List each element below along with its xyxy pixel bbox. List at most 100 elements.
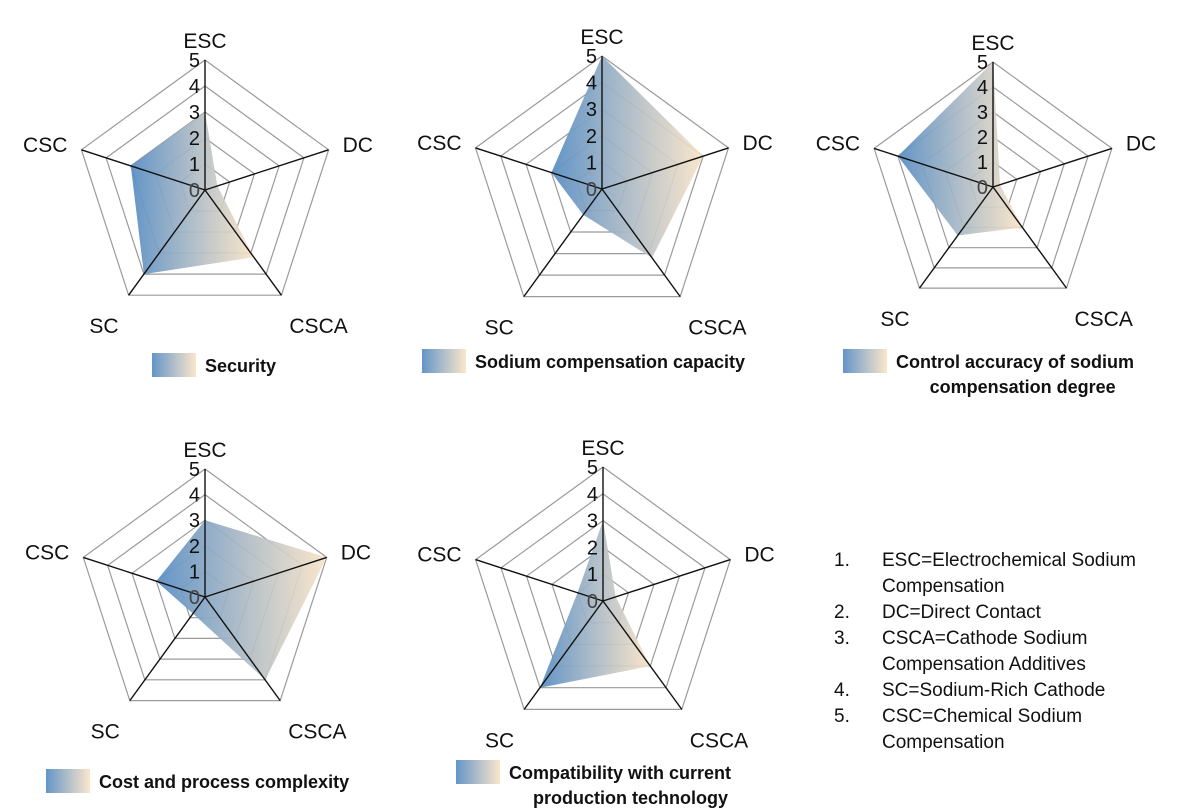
note-number: 5. — [834, 706, 850, 727]
tick-label: 1 — [977, 152, 988, 174]
tick-label: 5 — [587, 457, 598, 479]
note-text: ESC=Electrochemical Sodium Compensation — [882, 550, 1136, 597]
grid-ring — [80, 59, 330, 296]
axis-spoke — [602, 600, 683, 710]
axis-spoke — [475, 147, 603, 190]
tick-label: 5 — [977, 52, 988, 74]
legend: Control accuracy of sodium compensation d… — [843, 349, 1134, 397]
series-area — [156, 520, 327, 680]
tick-label: 2 — [587, 537, 598, 559]
axis-spoke — [204, 556, 327, 598]
tick-label: 4 — [587, 484, 598, 506]
legend-label: compensation degree — [930, 377, 1116, 397]
axis-spoke — [523, 188, 603, 298]
tick-label: 3 — [189, 510, 200, 532]
axis-label: SC — [89, 315, 118, 338]
tick-label: 1 — [587, 564, 598, 586]
axis-label: SC — [880, 308, 909, 331]
axis-spoke — [601, 147, 729, 190]
axis-label: CSCA — [1075, 308, 1133, 331]
legend-label: production technology — [533, 788, 728, 808]
grid-ring — [474, 55, 730, 298]
axis-spoke — [81, 149, 206, 191]
axis-label: ESC — [183, 439, 226, 462]
series-area — [897, 62, 1023, 236]
legend-label: Cost and process complexity — [99, 772, 349, 792]
legend-swatch — [843, 349, 887, 373]
tick-label: 1 — [189, 154, 200, 176]
legend-swatch — [456, 760, 500, 784]
axis-label: CSC — [25, 541, 69, 564]
tick-label: 3 — [189, 102, 200, 124]
series-area — [540, 520, 651, 688]
axis-label: DC — [341, 541, 371, 564]
legend-swatch — [46, 769, 90, 793]
axis-spoke — [129, 596, 206, 702]
axis-label: ESC — [183, 30, 226, 53]
axis-label: CSCA — [288, 721, 346, 744]
axis-label: ESC — [580, 26, 623, 49]
tick-label: 3 — [587, 511, 598, 533]
legend: Sodium compensation capacity — [422, 349, 745, 373]
axis-label: SC — [91, 721, 120, 744]
axis-spoke — [992, 147, 1113, 188]
note-item: 2. DC=Direct Contact — [834, 600, 1179, 626]
tick-label: 0 — [189, 180, 200, 202]
legend-label: Security — [205, 356, 276, 376]
axis-label: DC — [744, 544, 774, 567]
axis-label: CSCA — [690, 729, 748, 752]
tick-label: 0 — [586, 179, 597, 201]
axis-label: CSC — [23, 134, 67, 157]
tick-label: 5 — [586, 46, 597, 68]
axis-spoke — [128, 189, 206, 296]
axis-spoke — [204, 189, 282, 296]
axis-label: CSCA — [289, 315, 347, 338]
legend: Cost and process complexity — [46, 769, 349, 793]
axis-label: CSCA — [688, 317, 746, 340]
tick-label: 0 — [977, 177, 988, 199]
tick-label: 2 — [977, 127, 988, 149]
note-text: CSC=Chemical Sodium Compensation — [882, 706, 1083, 753]
axis-label: ESC — [971, 32, 1014, 55]
note-text: DC=Direct Contact — [882, 602, 1041, 623]
legend-label: Control accuracy of sodium — [896, 352, 1134, 372]
tick-label: 1 — [586, 152, 597, 174]
abbreviation-notes: 1. ESC=Electrochemical Sodium Compensati… — [834, 548, 1179, 756]
tick-label: 4 — [977, 77, 988, 99]
legend-swatch — [422, 349, 466, 373]
legend-swatch — [152, 353, 196, 377]
tick-label: 2 — [189, 128, 200, 150]
axis-spoke — [204, 149, 329, 191]
tick-label: 4 — [189, 485, 200, 507]
tick-label: 4 — [189, 76, 200, 98]
tick-label: 3 — [586, 99, 597, 121]
grid-ring — [474, 466, 732, 711]
legend-label: Sodium compensation capacity — [475, 352, 745, 372]
axis-label: SC — [485, 729, 514, 752]
grid-ring — [105, 85, 305, 275]
tick-label: 2 — [586, 126, 597, 148]
axis-spoke — [602, 558, 731, 602]
legend-label: Compatibility with current — [509, 763, 731, 783]
axis-label: SC — [485, 317, 514, 340]
tick-label: 0 — [189, 587, 200, 609]
tick-label: 5 — [189, 459, 200, 481]
tick-label: 3 — [977, 102, 988, 124]
axis-spoke — [918, 186, 994, 289]
tick-label: 2 — [189, 536, 200, 558]
axis-label: DC — [343, 134, 373, 157]
note-text: SC=Sodium-Rich Cathode — [882, 680, 1106, 701]
series-area — [130, 112, 254, 275]
axis-label: DC — [743, 132, 773, 155]
grid-ring — [82, 468, 328, 702]
axis-spoke — [601, 188, 681, 298]
grid-ring — [873, 61, 1113, 289]
note-item: 5. CSC=Chemical Sodium Compensation — [834, 704, 1179, 756]
note-number: 4. — [834, 680, 850, 701]
axis-spoke — [873, 147, 994, 188]
tick-label: 5 — [189, 50, 200, 72]
axis-spoke — [992, 186, 1068, 289]
